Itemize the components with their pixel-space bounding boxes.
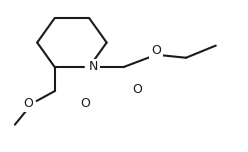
- Text: O: O: [23, 97, 33, 110]
- Text: O: O: [132, 83, 142, 96]
- Text: N: N: [89, 60, 98, 73]
- Text: O: O: [80, 97, 90, 110]
- Text: O: O: [151, 44, 161, 57]
